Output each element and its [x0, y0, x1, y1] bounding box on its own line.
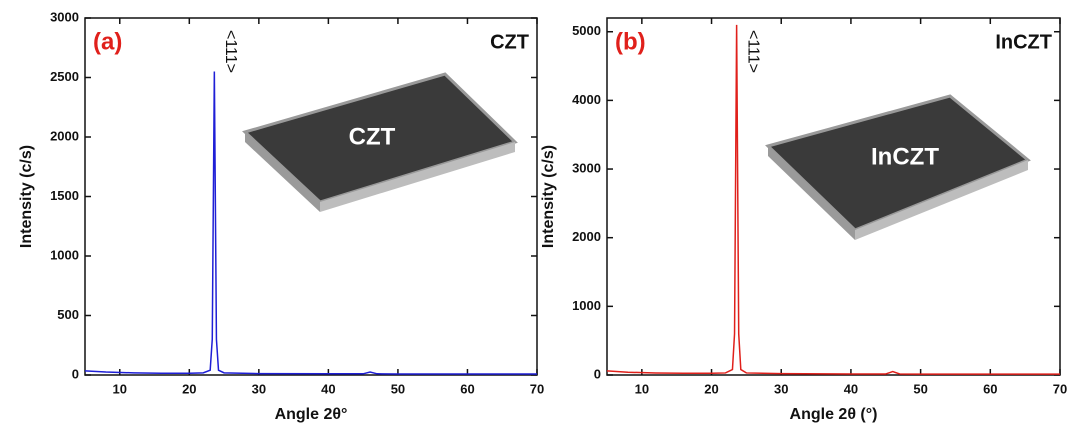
y-axis-label: Intensity (c/s)	[18, 145, 35, 248]
y-tick-label: 0	[72, 366, 79, 381]
y-tick-label: 1000	[50, 247, 79, 262]
x-tick-label: 60	[983, 381, 997, 396]
y-tick-label: 2000	[572, 229, 601, 244]
panel-title: CZT	[490, 31, 529, 53]
x-tick-label: 40	[844, 381, 858, 396]
x-tick-label: 70	[530, 381, 544, 396]
y-tick-label: 5000	[572, 23, 601, 38]
y-tick-label: 1500	[50, 188, 79, 203]
plot-frame	[606, 17, 1061, 376]
x-axis-label: Angle 2θ°	[275, 406, 348, 423]
x-tick-label: 40	[321, 381, 335, 396]
x-tick-label: 30	[252, 381, 266, 396]
x-tick-label: 70	[1053, 381, 1067, 396]
y-tick-label: 1000	[572, 298, 601, 313]
panel-label: (b)	[615, 28, 646, 55]
x-tick-label: 20	[182, 381, 196, 396]
inset-slab	[765, 94, 1031, 240]
y-tick-label: 500	[57, 307, 79, 322]
data-line	[84, 71, 537, 375]
y-tick-label: 4000	[572, 92, 601, 107]
x-tick-label: 50	[391, 381, 405, 396]
x-tick-label: 20	[704, 381, 718, 396]
data-line	[606, 24, 1060, 375]
y-tick-label: 3000	[50, 9, 79, 24]
panel-title: InCZT	[995, 31, 1052, 53]
panel-label: (a)	[93, 28, 122, 55]
x-axis-label: Angle 2θ (°)	[790, 406, 878, 423]
y-tick-label: 2000	[50, 128, 79, 143]
x-tick-label: 60	[460, 381, 474, 396]
peak-annotation: <111>	[744, 30, 761, 73]
inset-label: InCZT	[871, 143, 939, 170]
y-tick-label: 0	[594, 366, 601, 381]
x-tick-label: 10	[635, 381, 649, 396]
y-axis-label: Intensity (c/s)	[540, 145, 557, 248]
x-tick-label: 10	[113, 381, 127, 396]
inset-label: CZT	[349, 123, 396, 150]
y-tick-label: 2500	[50, 69, 79, 84]
inset-slab	[242, 72, 518, 212]
x-tick-label: 30	[774, 381, 788, 396]
y-tick-label: 3000	[572, 160, 601, 175]
x-tick-label: 50	[913, 381, 927, 396]
peak-annotation: <111>	[222, 30, 239, 73]
